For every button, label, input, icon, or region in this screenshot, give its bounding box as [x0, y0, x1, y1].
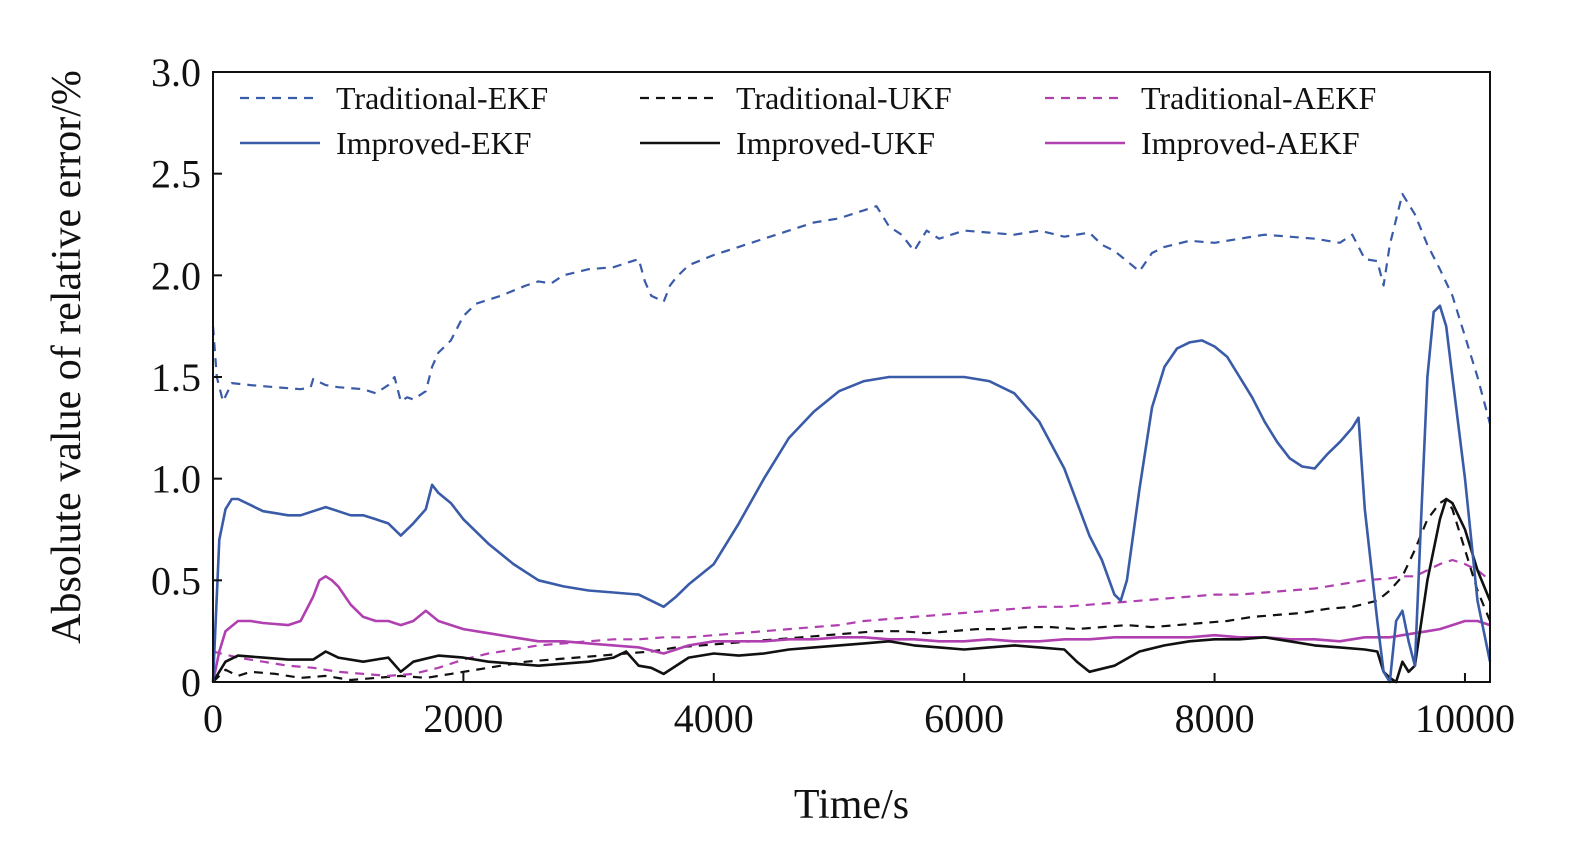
x-axis-label: Time/s	[794, 782, 909, 828]
y-tick-label: 2.5	[151, 152, 201, 197]
y-axis-ticks: 0 0.5 1.0 1.5 2.0 2.5 3.0	[151, 50, 222, 705]
legend: Traditional-EKF Traditional-UKF Traditiona…	[240, 80, 1376, 161]
legend-label: Traditional-AEKF	[1141, 80, 1376, 116]
x-tick-label: 2000	[423, 696, 503, 741]
series-line-improved-aekf	[211, 574, 1491, 683]
x-tick-label: 0	[203, 696, 223, 741]
y-tick-label: 1.0	[151, 457, 201, 502]
y-tick-label: 2.0	[151, 253, 201, 298]
y-tick-label: 0	[181, 660, 201, 705]
series-line-traditional-aekf	[212, 558, 1491, 678]
legend-label: Traditional-UKF	[736, 80, 952, 116]
legend-label: Improved-EKF	[336, 125, 532, 161]
y-axis-label: Absolute value of relative error/%	[44, 70, 90, 644]
y-tick-label: 1.5	[151, 355, 201, 400]
series-line-traditional-ekf	[211, 192, 1492, 425]
y-tick-label: 3.0	[151, 50, 201, 95]
x-axis-ticks: 0 2000 4000 6000 8000 10000	[203, 673, 1515, 741]
plot-series	[211, 192, 1492, 684]
x-tick-label: 4000	[674, 696, 754, 741]
legend-label: Improved-UKF	[736, 125, 935, 161]
legend-label: Traditional-EKF	[336, 80, 548, 116]
legend-label: Improved-AEKF	[1141, 125, 1360, 161]
x-tick-label: 10000	[1415, 696, 1515, 741]
series-line-improved-ekf	[211, 304, 1492, 684]
series-line-improved-ukf	[211, 497, 1492, 684]
x-tick-label: 6000	[924, 696, 1004, 741]
y-tick-label: 0.5	[151, 558, 201, 603]
x-tick-label: 8000	[1175, 696, 1255, 741]
series-line-traditional-ukf	[212, 497, 1492, 683]
